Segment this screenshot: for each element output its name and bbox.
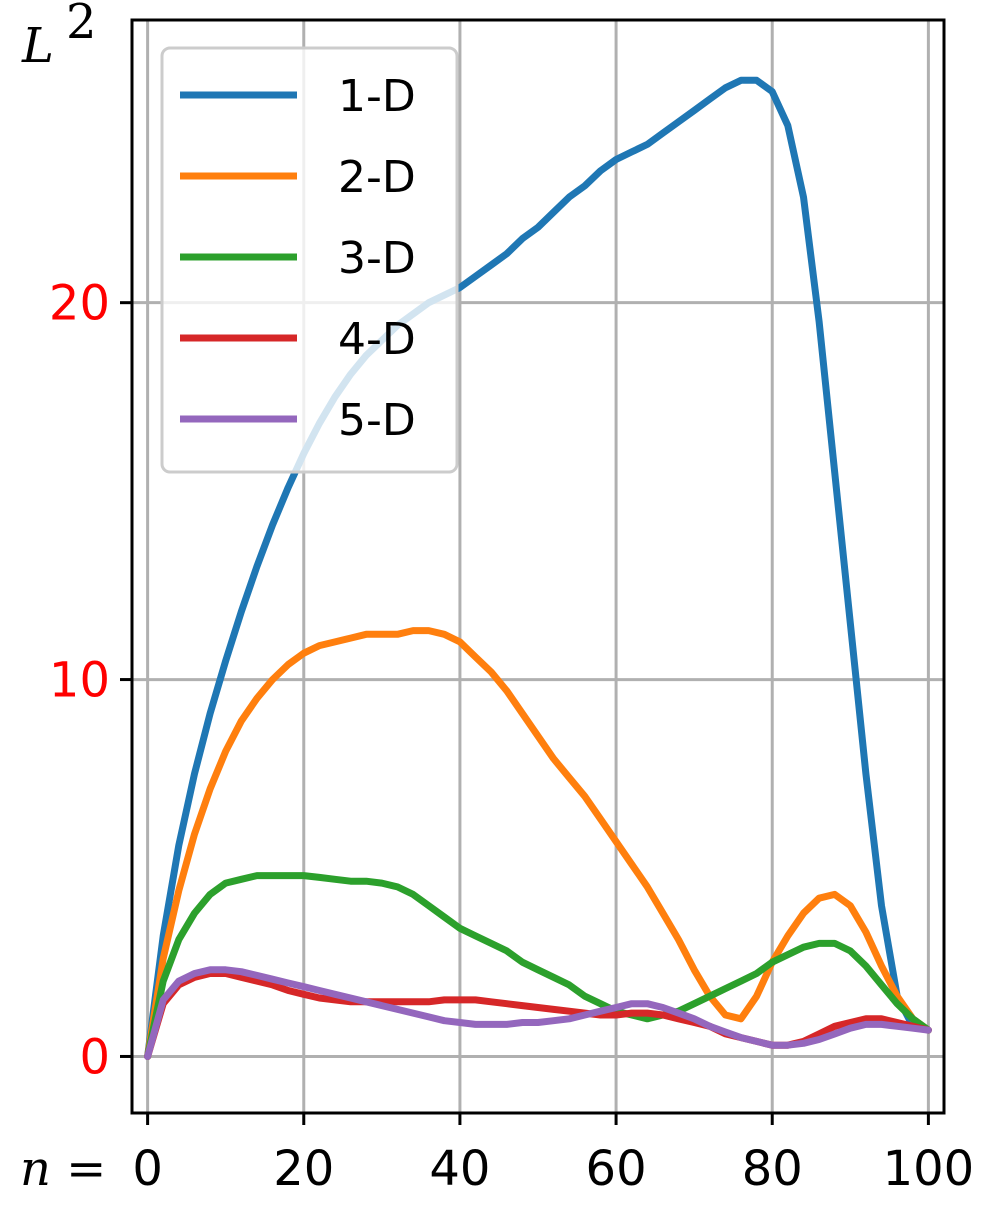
y-tick-label: 0 — [79, 1029, 110, 1085]
x-tick-label: 100 — [883, 1141, 975, 1197]
x-tick-label: 80 — [742, 1141, 803, 1197]
series-line-5-d — [144, 966, 932, 1060]
x-axis-label: n = — [20, 1141, 106, 1197]
y-label-text: L — [21, 18, 54, 74]
legend-label-4-d: 4-D — [338, 314, 416, 365]
series-line-2-d — [144, 627, 932, 1060]
y-label-superscript: 2 — [66, 0, 97, 50]
y-tick-label: 20 — [49, 276, 110, 332]
x-tick-label: 20 — [273, 1141, 334, 1197]
legend: 1-D 2-D 3-D 4-D 5-D — [160, 46, 459, 474]
legend-box — [160, 46, 459, 474]
x-tick-label: 40 — [429, 1141, 490, 1197]
series-lines — [144, 76, 932, 1060]
y-tick-label: 10 — [49, 653, 110, 709]
legend-label-2-d: 2-D — [338, 152, 416, 203]
x-label-prefix: n = — [20, 1141, 106, 1197]
legend-label-1-d: 1-D — [338, 71, 416, 122]
x-tick-label: 60 — [586, 1141, 647, 1197]
plot-frame — [130, 18, 946, 1115]
series-line-3-d — [144, 872, 932, 1060]
axis-ticks: 0 20 40 60 80 100 0 10 20 — [49, 276, 974, 1197]
series-line-1-d — [144, 76, 932, 1060]
legend-label-5-d: 5-D — [338, 395, 416, 446]
legend-label-3-d: 3-D — [338, 233, 416, 284]
x-tick-label: 0 — [132, 1141, 163, 1197]
